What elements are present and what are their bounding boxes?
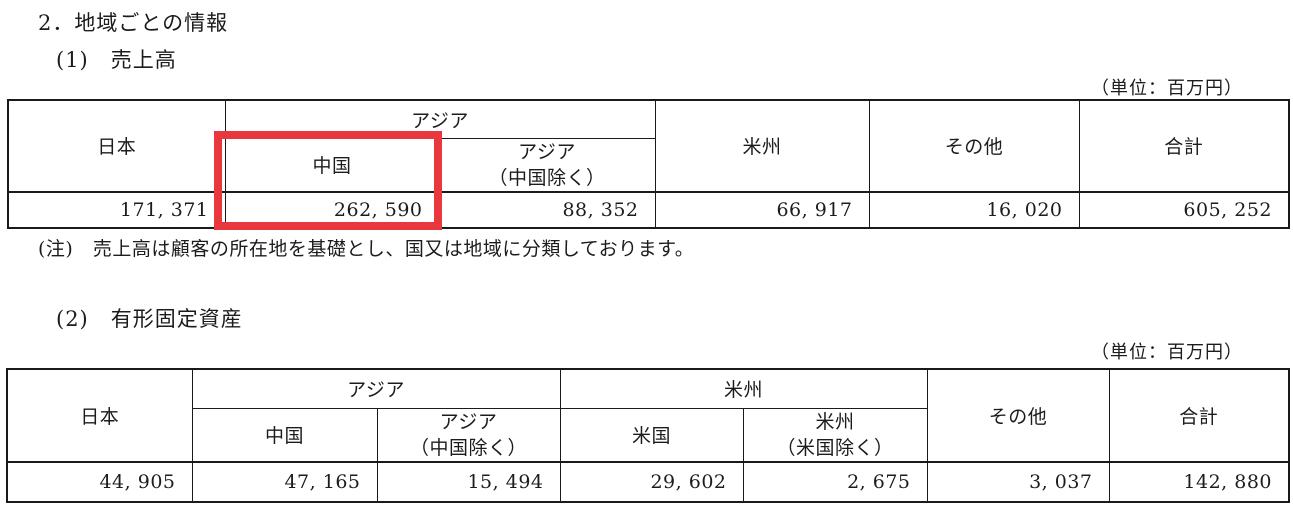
fa-header-americas-ex-us-line2: （米国除く） — [776, 436, 894, 459]
fa-header-asia-ex-china: アジア （中国除く） — [376, 407, 561, 462]
fa-value-asia-ex-china: 15, 494 — [376, 460, 561, 502]
sales-note: (注) 売上高は顧客の所在地を基礎とし、国又は地域に分類しております。 — [38, 238, 695, 260]
fa-header-americas-ex-us-line1: 米州 — [815, 410, 855, 433]
fa-value-japan: 44, 905 — [6, 460, 193, 502]
sales-by-region-table: 日本 アジア 米州 その他 合計 中国 アジア （中国除く） 171, 371 … — [7, 99, 1290, 229]
fa-header-asia-ex-china-line2: （中国除く） — [409, 436, 527, 459]
fa-value-us: 29, 602 — [559, 460, 744, 502]
fa-header-americas-ex-us: 米州 （米国除く） — [742, 407, 928, 462]
fa-header-americas-group: 米州 — [559, 368, 928, 409]
fixed-assets-by-region-table: 日本 アジア 米州 その他 合計 中国 アジア （中国除く） 米国 米州 （米国… — [6, 368, 1290, 503]
sales-value-asia-ex-china: 88, 352 — [438, 190, 656, 228]
fa-value-china: 47, 165 — [191, 460, 378, 502]
sales-header-japan: 日本 — [7, 99, 226, 192]
sales-value-americas: 66, 917 — [654, 190, 870, 228]
page-title: 2．地域ごとの情報 — [38, 11, 229, 35]
fa-value-total: 142, 880 — [1108, 460, 1290, 502]
sales-header-asia-group: アジア — [224, 99, 656, 139]
fa-header-asia-ex-china-line1: アジア — [439, 410, 498, 433]
fa-value-americas-ex-us: 2, 675 — [742, 460, 928, 502]
fa-value-other: 3, 037 — [926, 460, 1110, 502]
fixed-assets-section-heading: (2) 有形固定資産 — [56, 307, 243, 331]
sales-value-china: 262, 590 — [224, 190, 440, 228]
sales-header-americas: 米州 — [654, 99, 870, 192]
fa-header-other: その他 — [926, 368, 1110, 462]
sales-value-total: 605, 252 — [1078, 190, 1290, 228]
sales-header-asia-ex-china: アジア （中国除く） — [438, 137, 656, 192]
sales-value-japan: 171, 371 — [7, 190, 226, 228]
sales-header-asia-ex-china-line1: アジア — [518, 140, 576, 163]
sales-unit-label: （単位：百万円） — [1091, 78, 1243, 99]
sales-header-china: 中国 — [224, 137, 440, 192]
sales-header-asia-ex-china-line2: （中国除く） — [488, 166, 606, 189]
fa-header-china: 中国 — [191, 407, 378, 462]
fa-header-japan: 日本 — [6, 368, 193, 462]
fa-header-asia-group: アジア — [191, 368, 561, 409]
sales-value-other: 16, 020 — [868, 190, 1080, 228]
fa-header-total: 合計 — [1108, 368, 1290, 462]
sales-section-heading: (1) 売上高 — [56, 48, 177, 72]
sales-header-other: その他 — [868, 99, 1080, 192]
sales-header-total: 合計 — [1078, 99, 1290, 192]
fa-header-us: 米国 — [559, 407, 744, 462]
fixed-assets-unit-label: （単位：百万円） — [1091, 342, 1243, 363]
